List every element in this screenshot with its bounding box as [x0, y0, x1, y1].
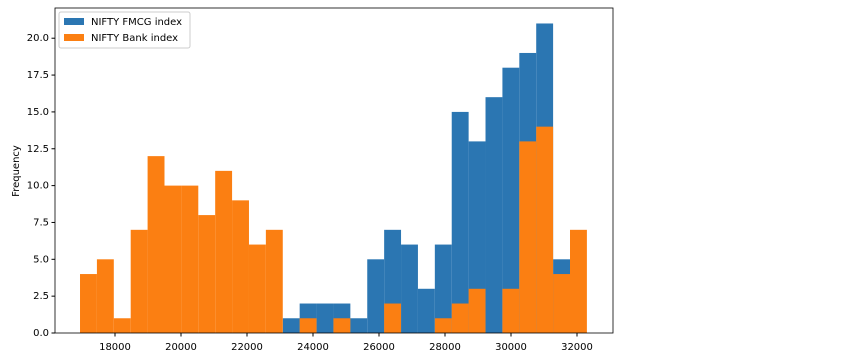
bar	[299, 318, 317, 333]
bar	[147, 156, 165, 333]
bar	[248, 244, 266, 333]
bar	[401, 244, 418, 333]
legend-label: NIFTY Bank index	[91, 33, 178, 44]
bar	[502, 288, 520, 333]
bar	[384, 303, 402, 333]
bar	[333, 318, 351, 333]
bar	[215, 170, 233, 333]
bar	[282, 318, 300, 333]
x-tick-label: 26000	[363, 342, 395, 353]
legend-swatch	[64, 18, 84, 25]
bar	[164, 185, 182, 333]
y-tick-label: 7.5	[33, 217, 49, 228]
bar	[451, 111, 469, 334]
y-tick-label: 5.0	[33, 254, 49, 265]
x-tick-label: 32000	[561, 342, 593, 353]
y-axis-label: Frequency	[11, 145, 22, 197]
x-tick-label: 28000	[429, 342, 461, 353]
y-tick-label: 0.0	[33, 328, 49, 339]
legend-label: NIFTY FMCG index	[91, 17, 182, 28]
bar	[553, 274, 571, 333]
bar	[468, 288, 486, 333]
bar	[181, 185, 199, 333]
bar	[502, 67, 520, 333]
bar	[519, 141, 537, 333]
bar	[485, 97, 503, 333]
bar	[367, 259, 385, 333]
bar	[198, 215, 216, 333]
x-tick-label: 18000	[99, 342, 131, 353]
legend-swatch	[64, 34, 84, 41]
y-tick-label: 20.0	[27, 33, 49, 44]
bar	[130, 229, 148, 333]
legend-box	[58, 11, 191, 49]
bar	[451, 303, 469, 333]
bar	[417, 288, 435, 333]
y-tick-label: 10.0	[27, 181, 49, 192]
x-tick-label: 22000	[231, 342, 263, 353]
bar	[570, 229, 587, 333]
x-tick-label: 20000	[165, 342, 197, 353]
x-tick-label: 30000	[495, 342, 527, 353]
bar	[316, 303, 334, 333]
y-tick-label: 17.5	[27, 70, 49, 81]
bar	[113, 318, 131, 333]
bar	[536, 126, 554, 334]
bar	[434, 318, 452, 333]
bar	[434, 244, 452, 333]
bar	[468, 141, 486, 333]
x-tick-label: 24000	[297, 342, 329, 353]
y-tick-label: 2.5	[33, 291, 49, 302]
plot-frame	[54, 7, 614, 334]
bar	[80, 274, 97, 333]
bar	[96, 259, 114, 333]
bar	[265, 229, 283, 333]
bar	[232, 200, 249, 333]
y-tick-label: 15.0	[27, 107, 49, 118]
y-tick-label: 12.5	[27, 144, 49, 155]
bar	[350, 318, 368, 333]
